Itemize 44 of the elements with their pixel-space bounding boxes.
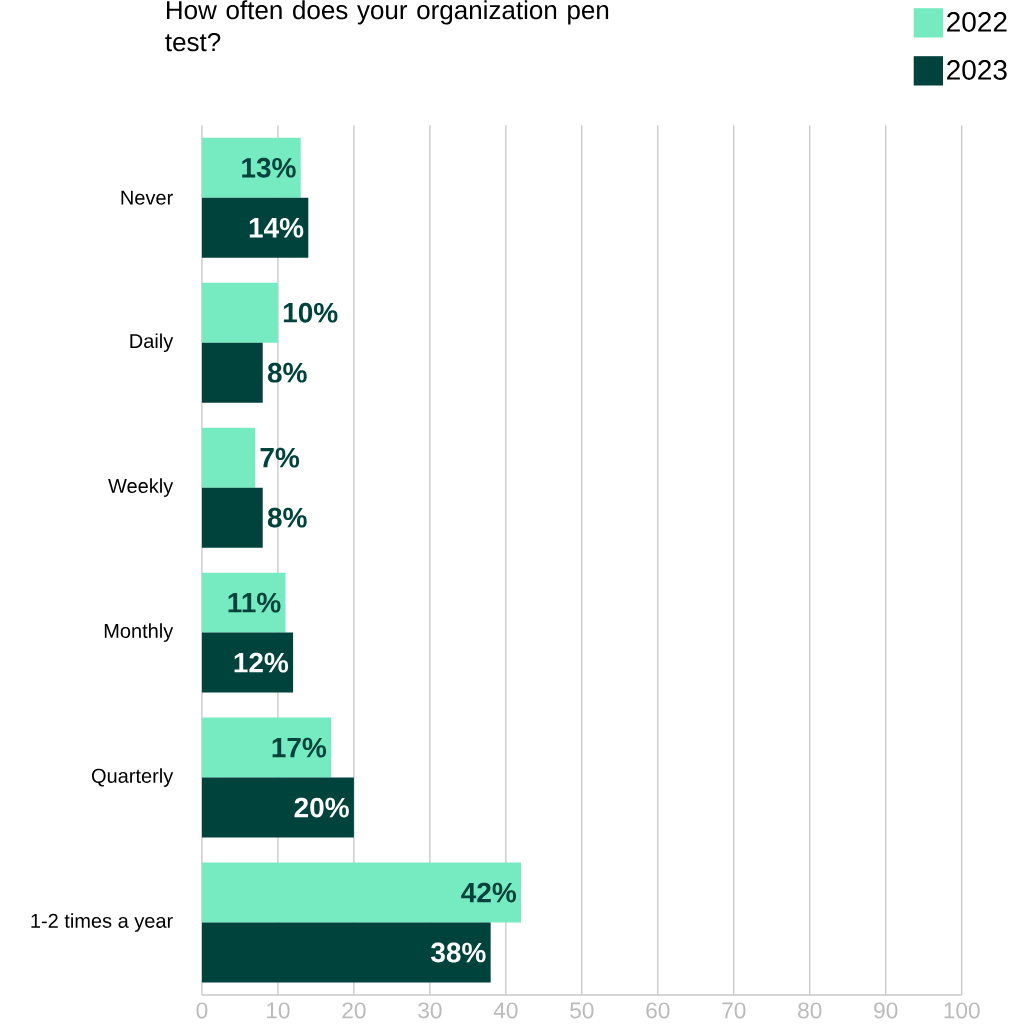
y-tick-label: 1-2 times a year [31,913,173,932]
data-label: 8% [267,507,307,528]
y-tick-label: Monthly [104,623,174,642]
x-tick-label: 10 [267,1002,290,1019]
y-tick-label: Daily [130,333,174,353]
x-tick-label: 90 [874,1002,898,1019]
bar [201,342,263,403]
x-tick-label: 40 [493,1002,518,1019]
x-tick-label: 50 [570,1002,594,1019]
data-label: 42% [461,882,517,903]
data-label: 8% [267,362,307,383]
bar [201,427,256,488]
data-label: 14% [249,217,304,238]
data-label: 11% [228,592,281,613]
bar [201,197,309,258]
x-tick-label: 30 [418,1002,442,1019]
data-label: 20% [294,797,349,818]
data-label: 13% [242,157,296,178]
y-tick-label: Never [121,190,173,205]
x-tick-label: 0 [196,1002,208,1019]
x-tick-label: 100 [944,1002,980,1019]
bar [201,862,522,923]
x-tick-label: 80 [798,1002,822,1019]
bar [201,282,278,343]
data-label: 7% [260,447,300,468]
data-label: 12% [234,652,289,673]
x-tick-label: 20 [342,1002,366,1019]
legend-label: 2023 [947,60,1007,80]
chart-title: How often does your organization pen test? [165,0,609,52]
data-label: 10% [283,302,338,323]
bar [201,137,301,198]
bar [201,632,294,693]
data-label: 38% [431,942,486,963]
data-label: 17% [272,737,327,758]
bar [201,487,263,548]
x-tick-label: 60 [646,1002,670,1019]
bar [201,922,491,983]
x-tick-label: 70 [722,1002,746,1019]
bar [201,717,332,778]
y-tick-label: Weekly [108,478,174,497]
bar [201,572,286,633]
legend-label: 2022 [947,12,1007,32]
bar [201,777,354,838]
y-tick-label: Quarterly [91,768,174,787]
